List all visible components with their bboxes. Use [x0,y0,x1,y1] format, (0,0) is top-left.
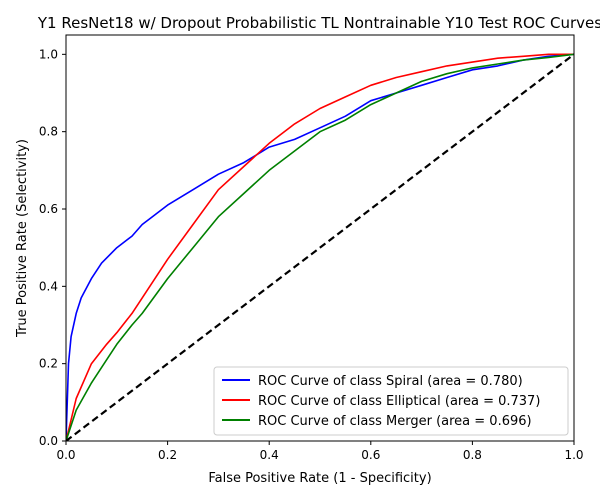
legend-label: ROC Curve of class Elliptical (area = 0.… [258,394,540,409]
x-tick-label: 0.8 [463,448,482,462]
x-tick-label: 1.0 [564,448,583,462]
x-tick-label: 0.0 [56,448,75,462]
y-axis: 0.0 0.2 0.4 0.6 0.8 1.0 [39,47,66,448]
chart-title: Y1 ResNet18 w/ Dropout Probabilistic TL … [37,14,600,32]
x-tick-label: 0.6 [361,448,380,462]
series-line-0 [66,53,574,441]
series-line-1 [66,53,574,441]
legend: ROC Curve of class Spiral (area = 0.780)… [213,366,569,436]
legend-label: ROC Curve of class Spiral (area = 0.780) [258,374,523,389]
y-tick-label: 0.8 [39,125,58,139]
y-axis-label: True Positive Rate (Selectivity) [15,139,30,338]
series-line-2 [66,53,574,441]
x-axis: 0.0 0.2 0.4 0.6 0.8 1.0 [56,441,584,462]
x-tick-label: 0.4 [260,448,279,462]
y-tick-label: 0.0 [39,434,58,448]
chance-diagonal-line [66,53,574,441]
legend-label: ROC Curve of class Merger (area = 0.696) [258,414,532,429]
legend-box [213,366,569,436]
x-axis-label: False Positive Rate (1 - Specificity) [208,471,431,486]
y-tick-label: 0.6 [39,202,58,216]
y-tick-label: 1.0 [39,47,58,61]
plot-frame [65,34,575,442]
y-tick-label: 0.4 [39,279,58,293]
x-tick-label: 0.2 [158,448,177,462]
y-tick-label: 0.2 [39,357,58,371]
